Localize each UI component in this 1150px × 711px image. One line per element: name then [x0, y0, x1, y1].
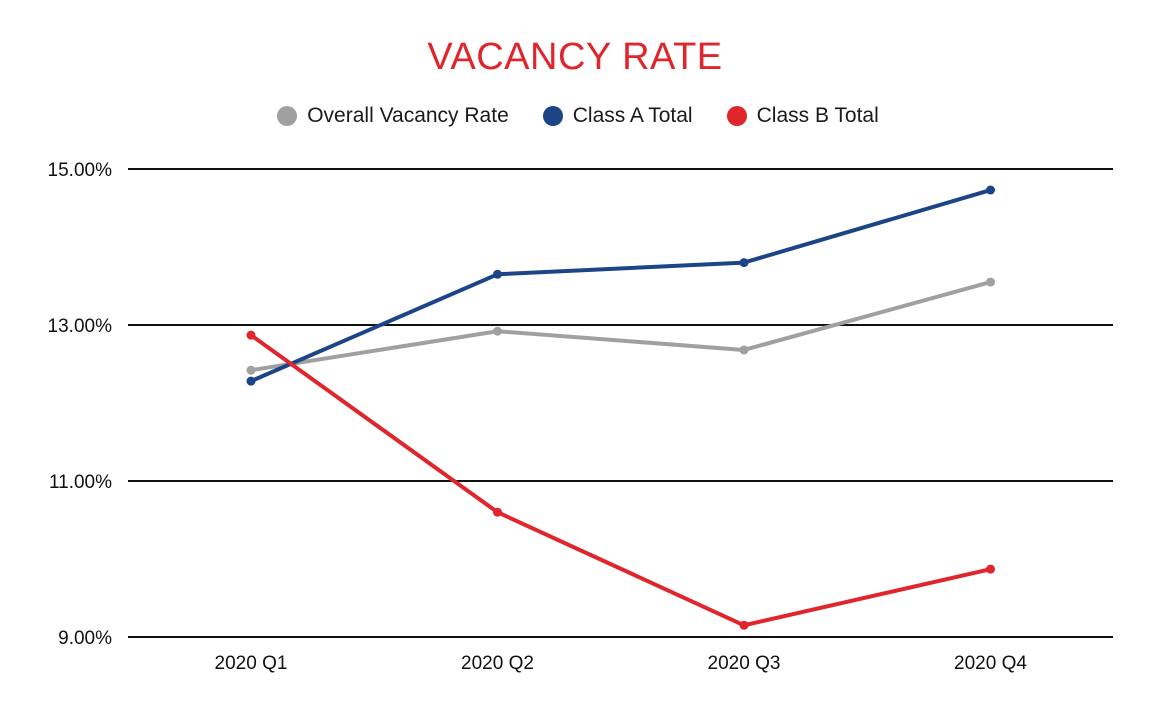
x-tick-label: 2020 Q4: [954, 653, 1027, 674]
legend-swatch-class-b: [726, 106, 747, 126]
legend-label-class-a: Class A Total: [572, 104, 693, 127]
data-point-overall: [246, 365, 256, 375]
data-point-class-b: [493, 507, 502, 517]
legend-item-overall: Overall Vacancy Rate: [271, 104, 509, 128]
y-tick-label: 9.00%: [58, 628, 112, 649]
data-point-class-a: [493, 269, 502, 279]
series-line-overall: [249, 280, 993, 373]
data-point-overall: [739, 345, 749, 355]
legend-label-class-b: Class B Total: [756, 104, 879, 127]
legend-item-class-a: Class A Total: [537, 104, 693, 128]
y-tick-label: 11.00%: [49, 472, 112, 493]
legend-label-overall: Overall Vacancy Rate: [307, 104, 509, 127]
data-point-class-b: [246, 330, 256, 340]
data-point-class-a: [739, 258, 749, 268]
x-tick-label: 2020 Q1: [215, 653, 288, 674]
legend-swatch-overall: [277, 106, 298, 126]
y-tick-label: 15.00%: [48, 160, 113, 181]
x-tick-label: 2020 Q3: [708, 653, 781, 674]
chart-title: VACANCY RATE: [427, 36, 723, 78]
legend-item-class-b: Class B Total: [721, 104, 879, 128]
data-point-class-a: [246, 376, 256, 386]
y-tick-label: 13.00%: [48, 316, 113, 337]
legend: Overall Vacancy Rate Class A Total Class…: [0, 104, 1150, 128]
legend-swatch-class-a: [542, 106, 563, 126]
data-point-class-b: [986, 564, 995, 574]
data-point-class-a: [986, 185, 995, 195]
series-line-class-a: [249, 188, 993, 384]
series-line-class-b: [249, 333, 993, 628]
data-point-overall: [986, 277, 995, 287]
x-tick-label: 2020 Q2: [461, 653, 534, 674]
data-point-overall: [493, 326, 502, 336]
data-point-class-b: [739, 620, 749, 630]
